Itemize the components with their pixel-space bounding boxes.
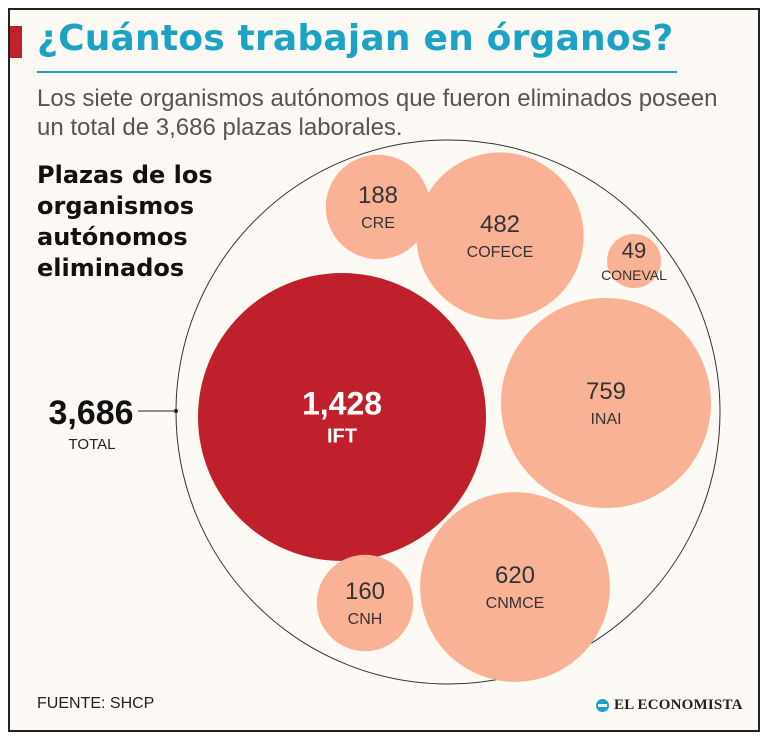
bubble-value-inai: 759 [586, 378, 626, 405]
page-title: ¿Cuántos trabajan en órganos? [37, 18, 674, 59]
bubble-label-cre: CRE [361, 215, 395, 232]
bubble-cre: 188 CRE [325, 154, 431, 260]
chart-heading: Plazas de los organismos autónomos elimi… [37, 161, 213, 282]
bubble-circle-coneval [607, 234, 661, 288]
bubble-circle-ift [198, 273, 486, 561]
bubble-value-cnmce: 620 [495, 562, 535, 589]
bubble-ift: 1,428 IFT [198, 273, 486, 561]
logo-text: EL ECONOMISTA [614, 696, 743, 713]
bubble-cnmce: 620 CNMCE [420, 492, 610, 682]
bubble-label-cnmce: CNMCE [486, 595, 545, 612]
bubble-value-cre: 188 [358, 182, 398, 209]
bubble-circle-cnmce [420, 492, 610, 682]
bubbles-layer: 1,428 IFT 759 INAI 620 CNMCE 482 COFECE 188 CRE 16… [198, 152, 711, 682]
bubble-label-ift: IFT [327, 426, 357, 448]
bubble-value-coneval: 49 [622, 238, 646, 263]
bubble-inai: 759 INAI [501, 298, 711, 508]
bubble-circle-cre [325, 154, 431, 260]
publisher-logo: EL ECONOMISTA [596, 694, 743, 716]
title-underline [37, 71, 677, 73]
total-label: TOTAL [69, 436, 116, 453]
bubble-coneval: 49 CONEVAL [601, 234, 667, 288]
bubble-value-cnh: 160 [345, 578, 385, 605]
bubble-circle-cofece [416, 152, 584, 320]
bubble-circle-cnh [316, 554, 414, 652]
total-leader-dot [174, 409, 178, 413]
bubble-label-coneval: CONEVAL [601, 267, 667, 283]
accent-bar [10, 26, 22, 58]
bubble-value-cofece: 482 [480, 211, 520, 238]
subtitle: Los siete organismos autónomos que fuero… [37, 85, 718, 141]
bubble-cofece: 482 COFECE [416, 152, 584, 320]
logo-mark-icon [596, 698, 609, 712]
bubble-label-cnh: CNH [348, 611, 383, 628]
total-callout: 3,686 TOTAL [48, 394, 178, 453]
bubble-label-inai: INAI [590, 411, 621, 428]
bubble-cnh: 160 CNH [316, 554, 414, 652]
bubble-value-ift: 1,428 [302, 386, 382, 422]
bubble-circle-inai [501, 298, 711, 508]
source-note: FUENTE: SHCP [37, 695, 155, 712]
bubble-label-cofece: COFECE [467, 244, 534, 261]
total-value: 3,686 [48, 394, 133, 432]
